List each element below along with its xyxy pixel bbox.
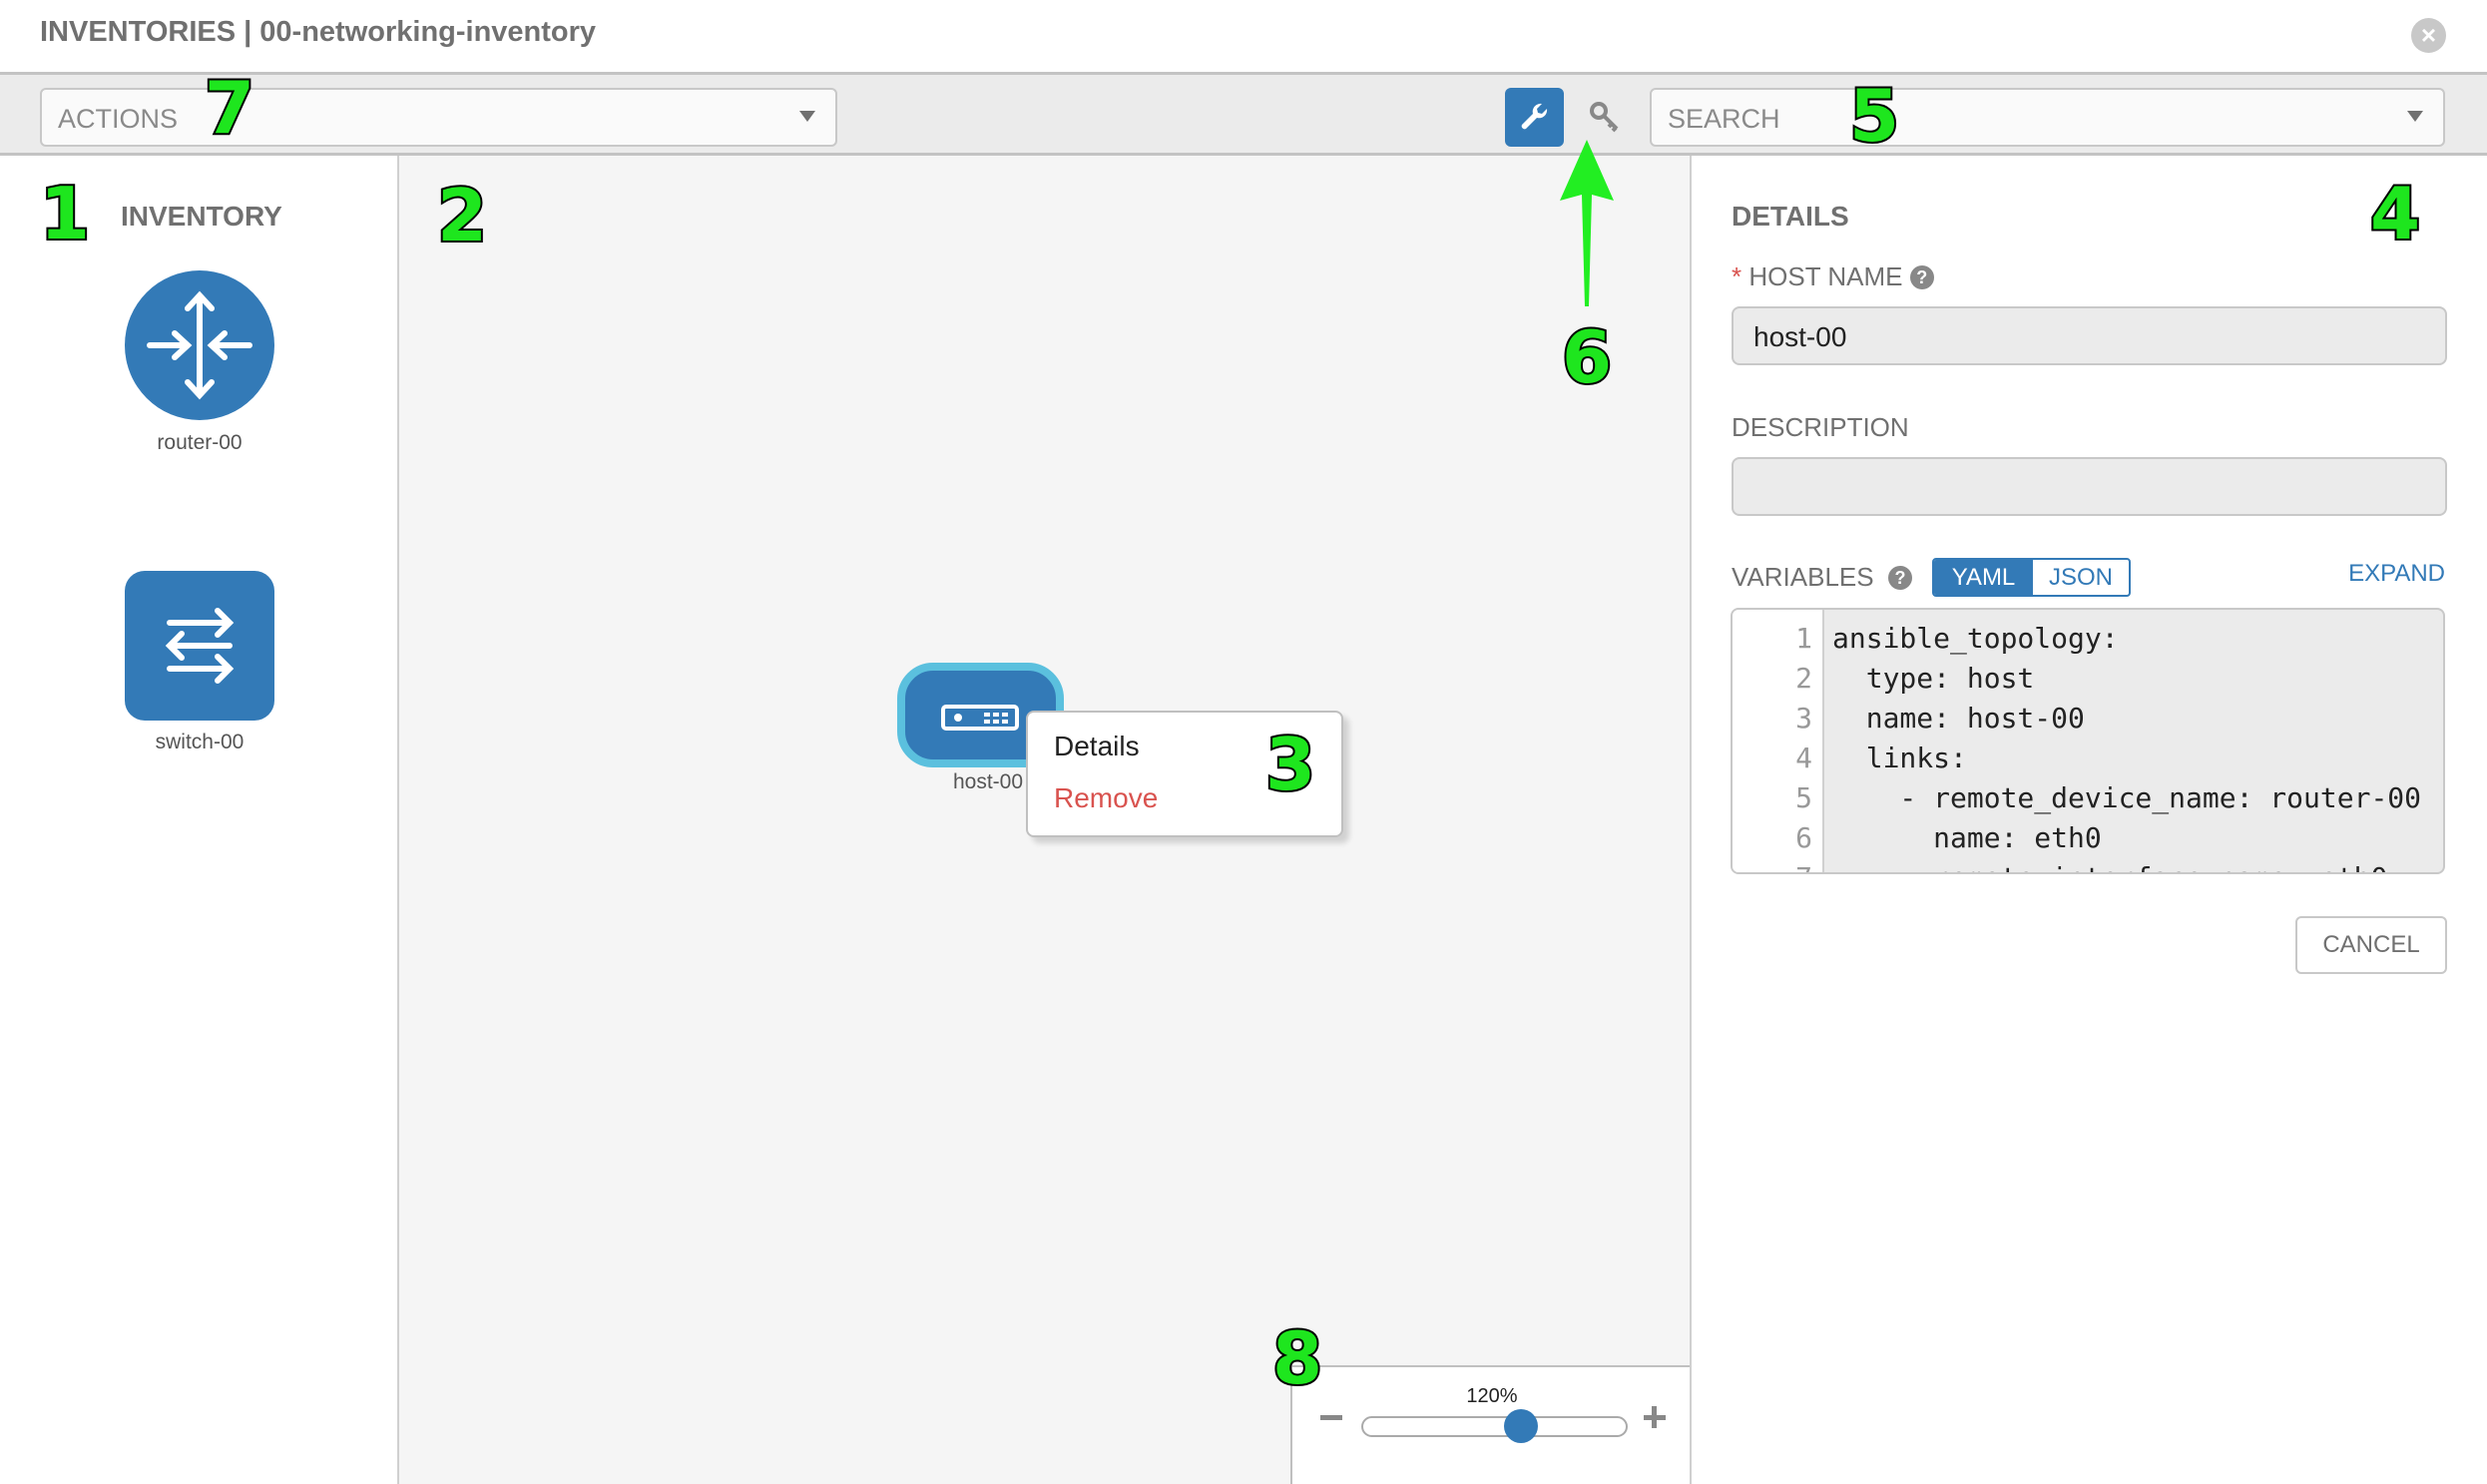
annotation-3: 3 bbox=[1263, 723, 1317, 806]
wrench-icon[interactable] bbox=[1505, 88, 1564, 147]
switch-label: switch-00 bbox=[155, 731, 245, 753]
annotation-2: 2 bbox=[435, 174, 489, 257]
toolbar: ACTIONS SEARCH bbox=[0, 72, 2487, 156]
topology-canvas[interactable]: host-00 Details Remove bbox=[399, 156, 1690, 1484]
switch-icon[interactable] bbox=[125, 571, 274, 721]
code-line: name: host-00 bbox=[1832, 702, 2085, 735]
zoom-slider-thumb[interactable] bbox=[1504, 1409, 1539, 1443]
zoom-in-icon[interactable] bbox=[1644, 1406, 1666, 1428]
menu-item-details[interactable]: Details bbox=[1054, 731, 1140, 761]
json-toggle[interactable]: JSON bbox=[2048, 564, 2113, 591]
chevron-down-icon bbox=[799, 111, 815, 122]
annotation-5: 5 bbox=[1847, 74, 1901, 158]
context-menu: Details Remove bbox=[1026, 711, 1343, 837]
close-icon[interactable]: × bbox=[2411, 18, 2446, 53]
actions-label: ACTIONS bbox=[58, 104, 179, 134]
code-line: ansible_topology: bbox=[1832, 622, 2119, 655]
yaml-toggle[interactable]: YAML bbox=[1934, 560, 2033, 595]
annotation-arrow-icon bbox=[1560, 140, 1614, 306]
inventory-title: INVENTORY bbox=[121, 201, 282, 232]
host-name-value: host-00 bbox=[1753, 321, 1847, 352]
code-line: remote_interface_name: eth0 bbox=[1832, 861, 2387, 872]
help-icon[interactable]: ? bbox=[1888, 566, 1913, 590]
host-name-text: HOST NAME bbox=[1748, 261, 1903, 291]
line-number: 1 bbox=[1795, 622, 1812, 655]
line-number: 2 bbox=[1795, 662, 1812, 695]
annotation-4: 4 bbox=[2368, 172, 2422, 255]
search-label: SEARCH bbox=[1668, 104, 1780, 134]
inventory-panel: INVENTORY router-00 switch-00 bbox=[0, 156, 399, 1484]
help-icon[interactable]: ? bbox=[1909, 265, 1934, 289]
line-number: 4 bbox=[1795, 742, 1812, 774]
code-line: links: bbox=[1832, 742, 1967, 774]
router-icon[interactable] bbox=[125, 270, 274, 420]
annotation-7: 7 bbox=[203, 66, 256, 150]
search-dropdown[interactable]: SEARCH bbox=[1650, 88, 2445, 147]
description-label: DESCRIPTION bbox=[1732, 412, 1909, 442]
code-line: - remote_device_name: router-00 bbox=[1832, 781, 2422, 814]
code-line: name: eth0 bbox=[1832, 821, 2102, 854]
expand-link[interactable]: EXPAND bbox=[2348, 560, 2445, 587]
details-title: DETAILS bbox=[1732, 201, 1849, 232]
required-mark: * bbox=[1732, 261, 1742, 291]
description-input[interactable] bbox=[1732, 457, 2447, 516]
host-name-label: * HOST NAME ? bbox=[1732, 261, 1934, 292]
annotation-6: 6 bbox=[1560, 315, 1614, 399]
variables-editor[interactable]: 1 2 3 4 5 6 7 ansible_topology: type: host nam… bbox=[1731, 608, 2445, 874]
line-number-gutter: 1 2 3 4 5 6 7 bbox=[1733, 610, 1824, 872]
zoom-out-icon[interactable] bbox=[1320, 1415, 1342, 1420]
menu-item-remove[interactable]: Remove bbox=[1054, 782, 1159, 813]
zoom-level: 120% bbox=[1466, 1385, 1518, 1407]
host-name-input[interactable]: host-00 bbox=[1732, 306, 2447, 365]
line-number: 5 bbox=[1795, 781, 1812, 814]
page-title: INVENTORIES | 00-networking-inventory bbox=[40, 16, 597, 48]
variables-label: VARIABLES ? bbox=[1732, 562, 1913, 593]
line-number: 6 bbox=[1795, 821, 1812, 854]
variables-text: VARIABLES bbox=[1732, 562, 1874, 592]
annotation-8: 8 bbox=[1270, 1316, 1324, 1400]
line-number: 3 bbox=[1795, 702, 1812, 735]
chevron-down-icon bbox=[2407, 111, 2423, 122]
annotation-1: 1 bbox=[38, 172, 92, 255]
code-line: type: host bbox=[1832, 662, 2035, 695]
router-label: router-00 bbox=[157, 431, 243, 454]
line-number: 7 bbox=[1795, 861, 1812, 872]
key-icon[interactable] bbox=[1587, 99, 1623, 135]
zoom-control: 120% bbox=[1290, 1365, 1690, 1484]
format-toggle: YAML JSON bbox=[1932, 558, 2131, 597]
cancel-button[interactable]: CANCEL bbox=[2295, 916, 2447, 974]
zoom-slider[interactable] bbox=[1361, 1416, 1628, 1437]
host-label: host-00 bbox=[952, 770, 1024, 793]
server-icon bbox=[941, 705, 1019, 731]
actions-dropdown[interactable]: ACTIONS bbox=[40, 88, 837, 147]
